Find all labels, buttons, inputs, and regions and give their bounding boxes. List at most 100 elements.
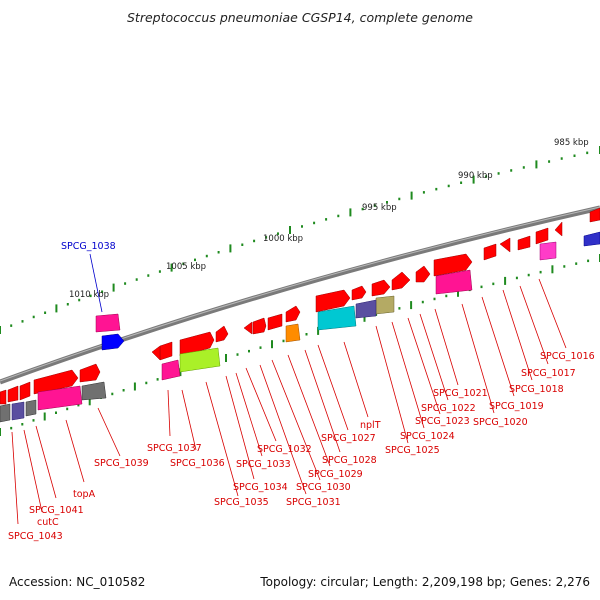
gene-box [0,403,11,423]
tick-mark [32,419,35,422]
tick-mark [229,244,232,253]
gene-arrow [554,221,563,237]
tick-mark [575,262,578,265]
leader-lines [11,278,567,525]
gene-arrow [315,289,351,313]
tick-mark [282,339,285,343]
tick-mark [253,239,256,243]
tick-mark [0,326,1,334]
tick-mark [497,172,500,175]
tick-mark [135,278,138,281]
tick-mark [44,311,47,314]
tick-mark [301,225,303,228]
tick-mark [337,214,340,218]
tick-mark [485,175,488,178]
gene-arrow [351,285,367,301]
tick-mark [124,282,127,285]
gene-arrow [252,317,267,335]
gene-arrow [7,385,19,403]
summary-text: Topology: circular; Length: 2,209,198 bp… [259,575,590,589]
tick-mark [122,389,125,392]
gene-arrow [535,227,549,245]
gene-label: SPCG_1017 [521,368,576,379]
gene-box [355,299,377,319]
gene-arrow [285,305,301,323]
tick-mark [21,423,24,426]
gene-label: SPCG_1030 [296,482,351,493]
tick-mark [539,270,542,274]
gene-box [317,305,357,331]
tick-mark [236,353,239,356]
tick-mark [88,397,91,406]
tick-mark [504,276,507,285]
tick-mark [472,175,475,184]
tick-mark [89,294,92,298]
genome-backbone-highlight [0,206,600,382]
gene-label: SPCG_1016 [540,351,595,362]
tick-mark [0,428,1,436]
tick-mark [435,187,438,191]
tick-mark [158,270,161,273]
tick-mark [457,288,459,297]
tick-mark [156,378,159,381]
tick-mark [10,324,13,327]
tick-mark [433,297,436,301]
tick-mark [535,160,538,169]
tick-mark [317,326,320,335]
tick-mark [422,191,425,194]
tick-label-1005: 1005 kbp [166,262,206,272]
gene-labels: SPCG_1038 SPCG_1016 SPCG_1017 SPCG_1018 … [8,241,595,542]
gene-label: SPCG_1029 [308,469,363,480]
gene-box [375,295,395,315]
gene-box [81,381,107,401]
tick-mark [445,294,448,298]
gene-label: SPCG_1036 [170,458,225,469]
tick-mark [522,166,525,169]
tick-mark [10,426,13,430]
tick-mark [560,157,563,160]
gene-label: SPCG_1021 [433,388,488,399]
tick-mark [271,340,273,349]
leader-line-spcg-1038 [89,253,103,313]
gene-arrow [0,389,7,405]
gene-arrow [267,313,283,331]
tick-mark [182,262,185,265]
tick-mark [373,204,376,207]
tick-mark [55,304,58,313]
tick-mark [398,307,401,310]
tick-mark [515,276,518,280]
tick-mark [55,411,57,414]
tick-mark [410,191,413,200]
gene-arrow [433,253,473,277]
tick-ring [0,146,600,334]
gene-label: SPCG_1023 [415,416,470,427]
gene-box [37,385,83,411]
tick-mark [66,303,69,306]
tick-mark [21,320,24,323]
gene-label: SPCG_1018 [509,384,564,395]
gene-label: cutC [37,517,59,528]
tick-mark [421,300,424,304]
gene-arrow [391,271,411,291]
tick-mark [363,313,366,322]
gene-label: nplT [360,420,381,431]
map-title: Streptococcus pneumoniae CGSP14, complet… [127,10,473,25]
gene-box-spcg-1038-magenta [95,313,121,333]
tick-mark [101,290,104,293]
tick-mark [170,263,173,272]
tick-mark [361,207,364,211]
tick-mark [460,181,463,184]
gene-arrow [371,279,391,297]
tick-mark [551,265,554,274]
tick-mark [325,218,328,221]
tick-label-995: 995 kbp [362,203,397,213]
gene-arrow [19,381,31,401]
gene-label: SPCG_1033 [236,459,291,470]
gene-arrow [415,265,431,283]
gene-label: SPCG_1034 [233,482,288,493]
tick-mark [563,265,566,268]
tick-mark [145,381,148,385]
tick-mark [573,154,576,157]
gene-label: SPCG_1027 [321,433,376,444]
